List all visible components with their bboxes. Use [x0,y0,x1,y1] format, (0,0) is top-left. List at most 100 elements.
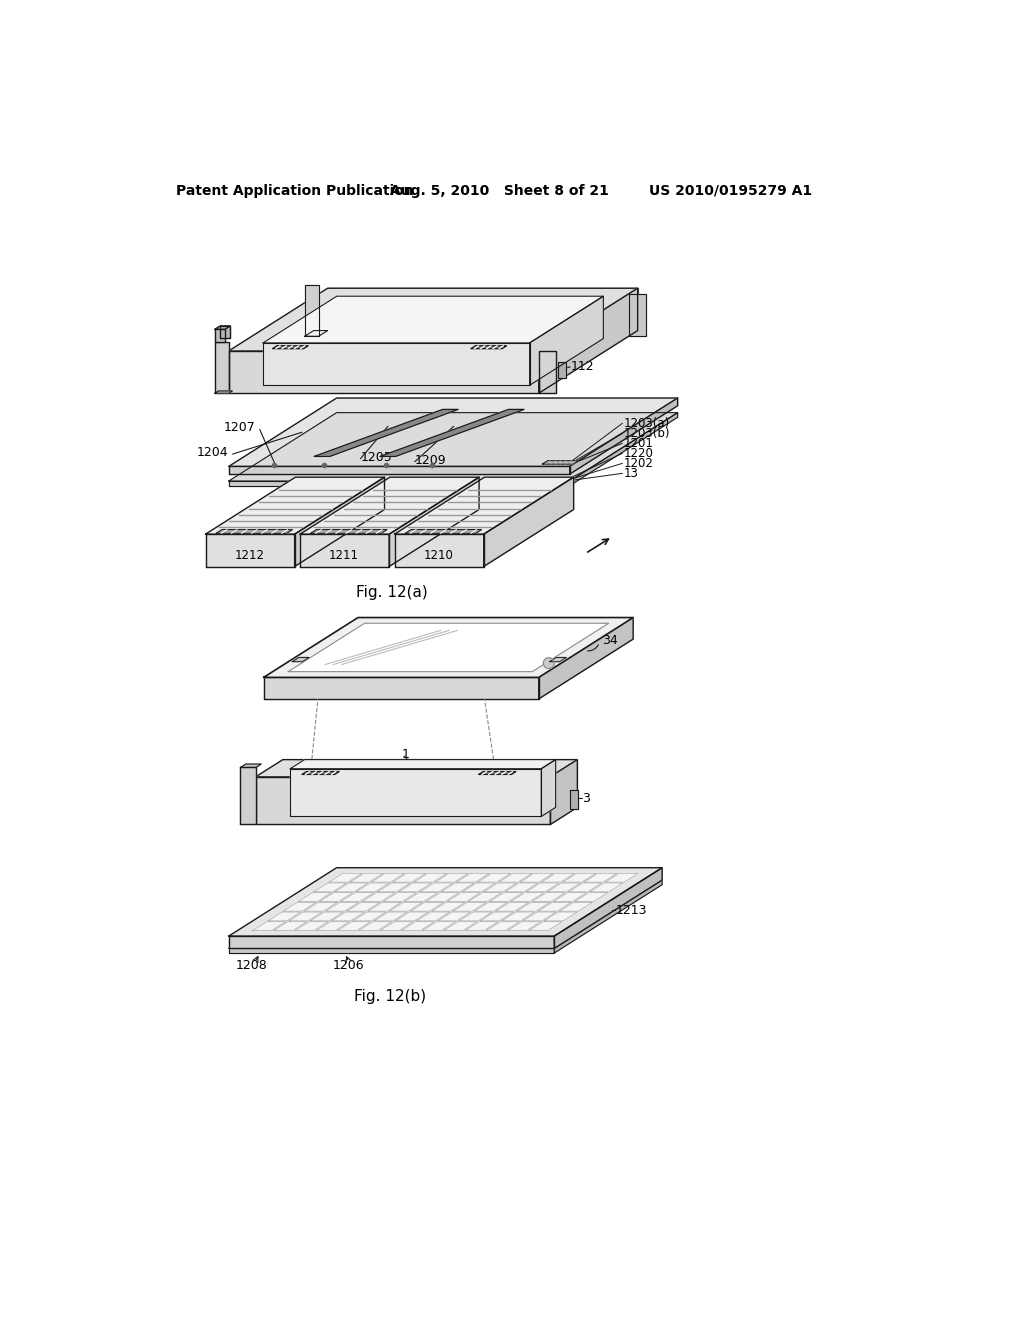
Polygon shape [435,874,468,882]
Polygon shape [289,912,322,921]
Polygon shape [356,883,389,892]
Text: 3: 3 [556,308,563,321]
Polygon shape [548,883,581,892]
Polygon shape [256,776,550,825]
Polygon shape [465,921,498,931]
Polygon shape [384,892,417,902]
Polygon shape [543,461,579,465]
Polygon shape [314,409,458,457]
Polygon shape [539,351,556,393]
Polygon shape [502,912,535,921]
Polygon shape [414,874,446,882]
Polygon shape [469,892,502,902]
Polygon shape [441,883,474,892]
Polygon shape [369,903,401,911]
Polygon shape [263,677,539,700]
Polygon shape [542,874,574,882]
Polygon shape [206,535,295,566]
Polygon shape [304,903,337,911]
Polygon shape [406,529,481,533]
Polygon shape [394,535,483,566]
Polygon shape [338,921,371,931]
Circle shape [544,657,554,668]
Polygon shape [478,874,511,882]
Polygon shape [228,466,569,474]
Polygon shape [554,867,663,949]
Polygon shape [393,874,426,882]
Polygon shape [417,912,450,921]
Polygon shape [570,791,578,809]
Polygon shape [523,912,556,921]
Polygon shape [316,921,349,931]
Polygon shape [272,346,308,348]
Polygon shape [395,912,428,921]
Text: 1203(a): 1203(a) [624,417,671,430]
Text: 1208: 1208 [237,958,268,972]
Text: 1204: 1204 [198,446,228,459]
Polygon shape [273,921,307,931]
Text: 112: 112 [571,360,595,374]
Text: 1220: 1220 [624,446,654,459]
Polygon shape [471,346,507,348]
Text: 1203(b): 1203(b) [624,426,671,440]
Polygon shape [228,880,663,949]
Polygon shape [550,759,578,825]
Polygon shape [394,478,573,535]
Polygon shape [215,391,232,393]
Polygon shape [420,883,453,892]
Polygon shape [554,892,587,902]
Polygon shape [284,903,316,911]
Polygon shape [362,892,395,902]
Polygon shape [228,351,539,393]
Polygon shape [300,478,479,535]
Polygon shape [228,399,678,466]
Polygon shape [359,921,392,931]
Polygon shape [263,618,633,677]
Polygon shape [539,903,571,911]
Polygon shape [268,912,301,921]
Polygon shape [305,330,328,337]
Polygon shape [454,903,486,911]
Polygon shape [372,874,404,882]
Polygon shape [241,767,256,825]
Polygon shape [300,535,389,566]
Polygon shape [206,478,385,535]
Text: 1205: 1205 [360,450,392,463]
Polygon shape [341,892,374,902]
Polygon shape [220,326,230,338]
Polygon shape [569,883,602,892]
Text: 34: 34 [602,634,617,647]
Text: 1201: 1201 [624,437,654,450]
Polygon shape [529,296,603,385]
Polygon shape [310,912,343,921]
Polygon shape [401,921,434,931]
Polygon shape [332,912,365,921]
Polygon shape [558,362,566,378]
Text: 1210: 1210 [424,549,454,562]
Polygon shape [215,330,225,342]
Polygon shape [319,892,352,902]
Polygon shape [374,912,408,921]
Polygon shape [432,903,465,911]
Polygon shape [474,903,507,911]
Polygon shape [302,772,339,775]
Polygon shape [228,413,678,480]
Polygon shape [228,288,638,351]
Polygon shape [486,921,519,931]
Polygon shape [228,949,554,953]
Polygon shape [559,903,593,911]
Polygon shape [483,883,517,892]
Polygon shape [283,759,578,808]
Polygon shape [423,921,456,931]
Polygon shape [404,892,437,902]
Polygon shape [411,903,443,911]
Polygon shape [542,759,556,817]
Polygon shape [241,764,261,767]
Polygon shape [313,883,347,892]
Polygon shape [216,529,293,533]
Polygon shape [489,892,522,902]
Polygon shape [353,912,386,921]
Polygon shape [457,874,489,882]
Text: 1213: 1213 [616,904,647,917]
Polygon shape [584,874,617,882]
